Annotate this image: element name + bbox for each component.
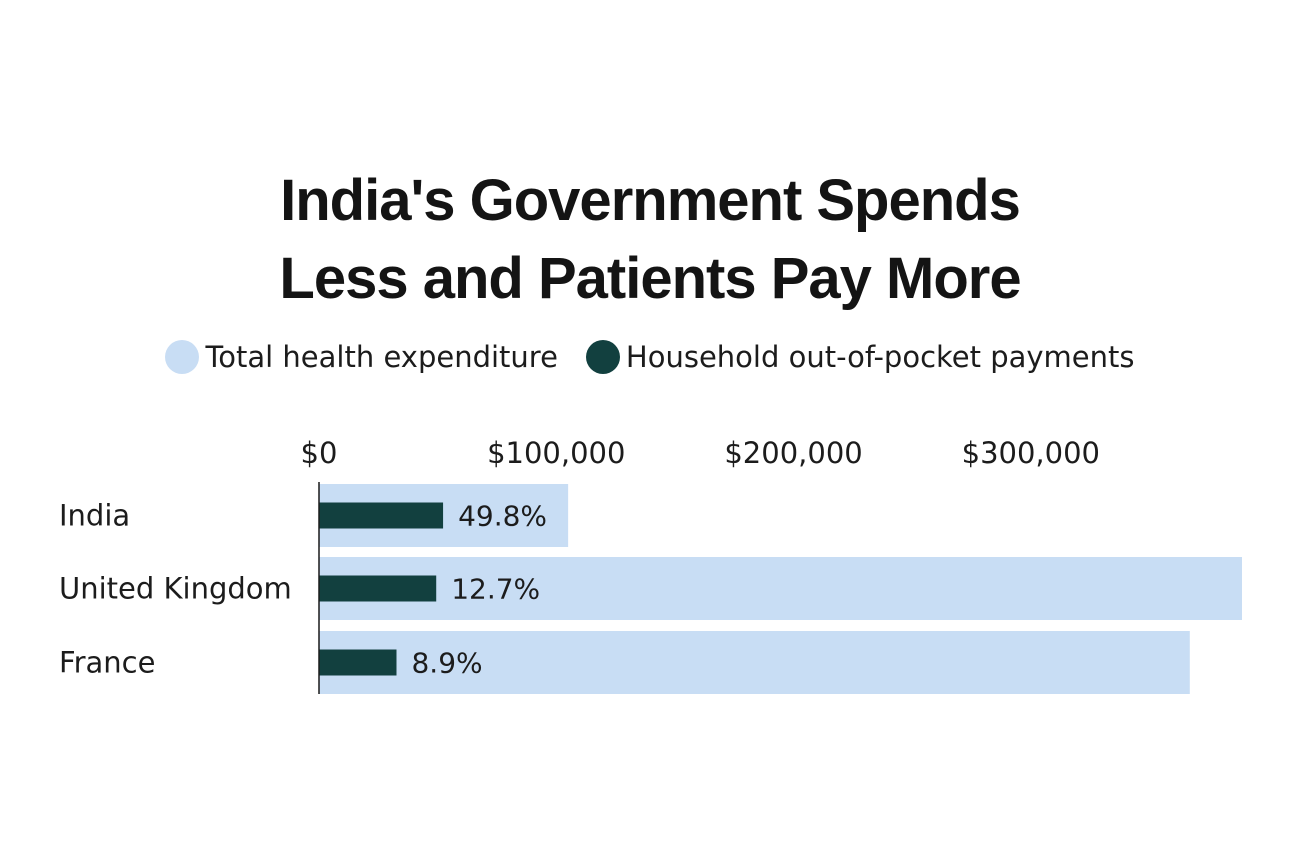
legend-swatch-total xyxy=(165,340,200,374)
bar-total-2 xyxy=(319,631,1190,694)
legend-item-total: Total health expenditure xyxy=(165,340,558,374)
x-tick-label-1: $100,000 xyxy=(487,436,625,470)
category-label-0: India xyxy=(59,499,130,533)
legend-swatch-out-of-pocket xyxy=(585,340,620,374)
x-tick-label-0: $0 xyxy=(301,436,338,470)
chart-title-line-1: India's Government Spends xyxy=(280,168,1021,233)
chart-legend: Total health expenditure Household out-o… xyxy=(0,340,1300,374)
bar-out-of-pocket-1 xyxy=(319,575,437,602)
bar-out-of-pocket-2 xyxy=(319,649,397,676)
legend-label-out-of-pocket: Household out-of-pocket payments xyxy=(625,340,1135,374)
bar-total-1 xyxy=(319,557,1242,620)
bar-out-of-pocket-0 xyxy=(319,502,444,529)
category-label-1: United Kingdom xyxy=(59,572,292,606)
legend-label-total: Total health expenditure xyxy=(205,340,558,374)
chart-title: India's Government Spends Less and Patie… xyxy=(0,162,1300,318)
bar-label-1: 12.7% xyxy=(451,573,540,606)
x-tick-label-2: $200,000 xyxy=(724,436,862,470)
legend-item-out-of-pocket: Household out-of-pocket payments xyxy=(585,340,1135,374)
chart-title-line-2: Less and Patients Pay More xyxy=(279,246,1021,311)
bar-label-2: 8.9% xyxy=(411,647,482,680)
bar-label-0: 49.8% xyxy=(458,500,547,533)
category-label-2: France xyxy=(59,646,155,680)
x-tick-label-3: $300,000 xyxy=(962,436,1100,470)
